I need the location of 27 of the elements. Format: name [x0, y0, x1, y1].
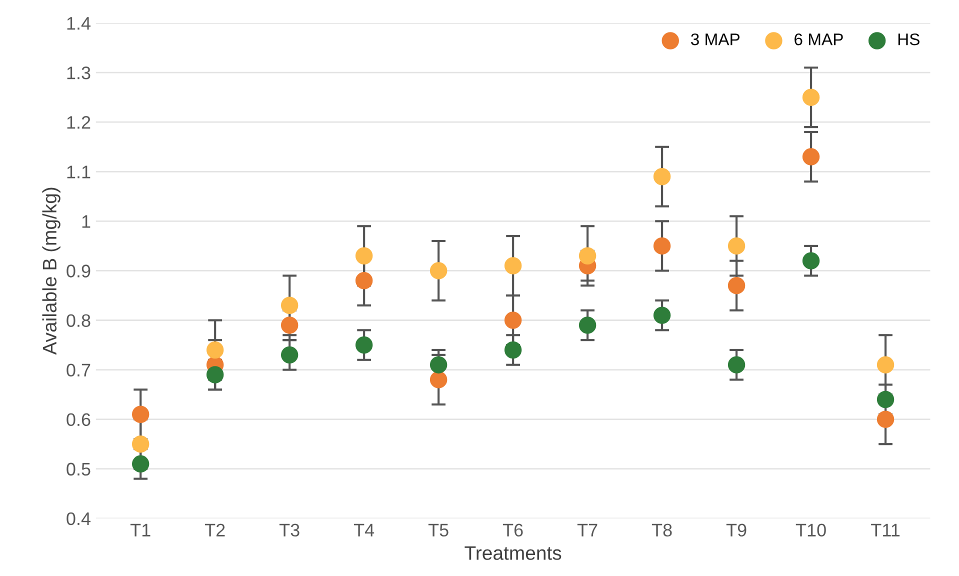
x-tick-label: T3: [279, 524, 300, 537]
y-tick-label: 0.6: [66, 413, 90, 426]
x-tick-label: T4: [354, 524, 374, 536]
y-tick-label: 0.5: [66, 462, 90, 476]
y-tick-label: 0.7: [66, 364, 90, 377]
x-tick-label: T10: [796, 524, 826, 537]
y-tick-label: 0.4: [66, 512, 91, 526]
x-tick-label: T2: [204, 524, 225, 536]
y-tick-label: 0.8: [66, 314, 90, 327]
legend-label: 3 MAP: [691, 33, 740, 46]
x-tick-label: T9: [726, 524, 746, 537]
x-tick-label: T1: [130, 524, 150, 536]
y-tick-label: 1.4: [67, 17, 91, 30]
x-tick-label: T5: [428, 524, 448, 537]
x-tick-label: T8: [652, 524, 672, 537]
y-tick-label: 1: [82, 215, 90, 228]
x-tick-label: T11: [871, 524, 900, 536]
y-tick-label: 1.2: [67, 116, 90, 129]
y-tick-label: 1.1: [67, 166, 90, 178]
legend-label: HS: [898, 33, 920, 46]
x-tick-label: T7: [577, 524, 598, 536]
y-axis-title: Available B (mg/kg): [42, 188, 60, 355]
y-tick-label: 0.9: [66, 264, 90, 278]
legend-label: 6 MAP: [794, 33, 843, 46]
x-tick-label: T6: [502, 524, 523, 537]
y-tick-label: 1.3: [67, 66, 90, 80]
x-axis-title: Treatments: [464, 546, 562, 560]
